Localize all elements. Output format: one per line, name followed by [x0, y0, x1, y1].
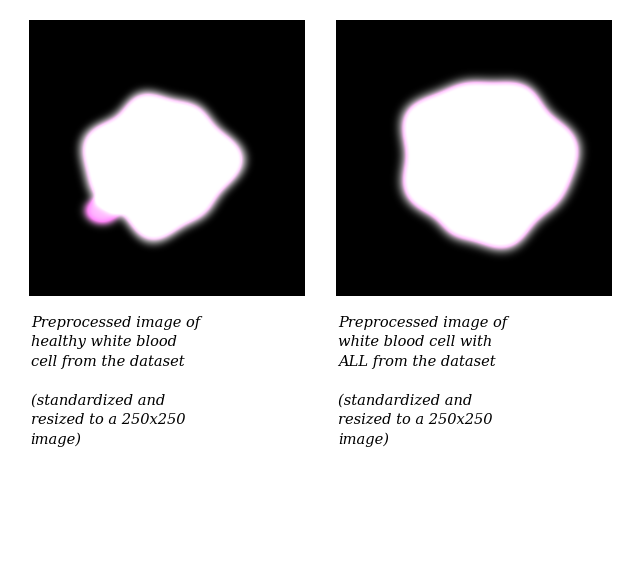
Text: Preprocessed image of
healthy white blood
cell from the dataset

(standardized a: Preprocessed image of healthy white bloo…: [31, 316, 200, 447]
Text: Preprocessed image of
white blood cell with
ALL from the dataset

(standardized : Preprocessed image of white blood cell w…: [338, 316, 507, 447]
